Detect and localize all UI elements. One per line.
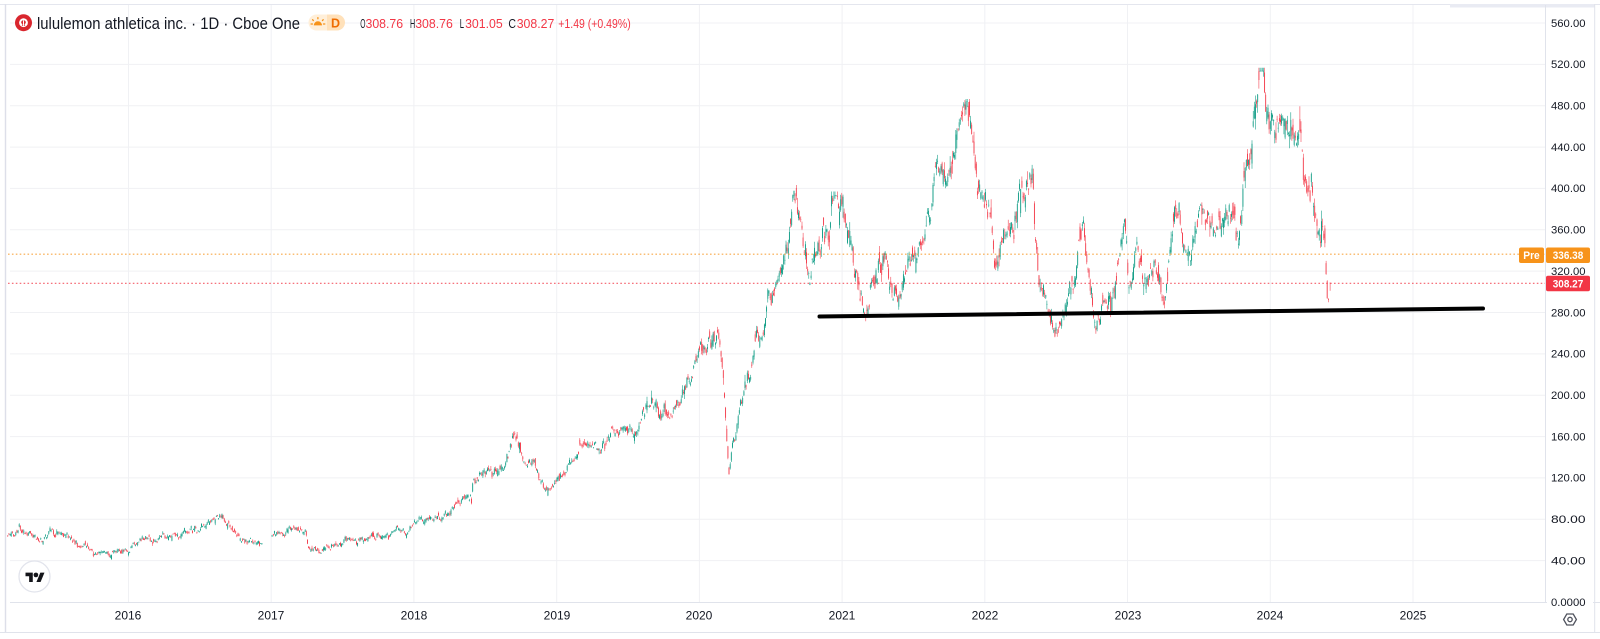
svg-text:440.00: 440.00 — [1551, 142, 1586, 154]
svg-text:0.0000: 0.0000 — [1551, 597, 1586, 609]
svg-text:520.00: 520.00 — [1551, 59, 1586, 71]
svg-text:320.00: 320.00 — [1551, 266, 1586, 278]
svg-text:2018: 2018 — [401, 609, 428, 623]
svg-text:2019: 2019 — [544, 609, 571, 623]
svg-text:160.00: 160.00 — [1551, 431, 1586, 443]
svg-text:280.00: 280.00 — [1551, 307, 1586, 319]
svg-text:80.00: 80.00 — [1551, 514, 1586, 526]
svg-text:336.38: 336.38 — [1553, 250, 1584, 262]
svg-text:2024: 2024 — [1257, 609, 1284, 623]
svg-text:2017: 2017 — [258, 609, 285, 623]
svg-text:D: D — [331, 17, 340, 31]
svg-text:2022: 2022 — [972, 609, 999, 623]
svg-text:2016: 2016 — [115, 609, 142, 623]
svg-text:O: O — [360, 17, 365, 31]
svg-text:560.00: 560.00 — [1551, 18, 1586, 30]
svg-text:40.00: 40.00 — [1551, 555, 1586, 567]
svg-text:240.00: 240.00 — [1551, 349, 1586, 361]
svg-text:301.05: 301.05 — [465, 17, 503, 31]
svg-text:480.00: 480.00 — [1551, 101, 1586, 113]
svg-text:400.00: 400.00 — [1551, 183, 1586, 195]
svg-text:308.76: 308.76 — [415, 17, 453, 31]
svg-text:2020: 2020 — [686, 609, 713, 623]
svg-text:200.00: 200.00 — [1551, 390, 1586, 402]
svg-text:308.27: 308.27 — [1553, 278, 1584, 290]
svg-text:Pre: Pre — [1523, 250, 1540, 262]
svg-text:360.00: 360.00 — [1551, 225, 1586, 237]
svg-text:2021: 2021 — [829, 609, 856, 623]
svg-text:+1.49 (+0.49%): +1.49 (+0.49%) — [558, 17, 630, 31]
svg-text:H: H — [410, 17, 415, 31]
svg-text:lululemon athletica inc. · 1D: lululemon athletica inc. · 1D · Cboe One — [37, 15, 300, 33]
svg-text:L: L — [460, 17, 464, 31]
svg-text:308.27: 308.27 — [517, 17, 555, 31]
svg-text:C: C — [508, 17, 516, 31]
svg-text:308.76: 308.76 — [366, 17, 404, 31]
svg-text:120.00: 120.00 — [1551, 473, 1586, 485]
svg-text:2025: 2025 — [1400, 609, 1427, 623]
svg-text:2023: 2023 — [1115, 609, 1142, 623]
